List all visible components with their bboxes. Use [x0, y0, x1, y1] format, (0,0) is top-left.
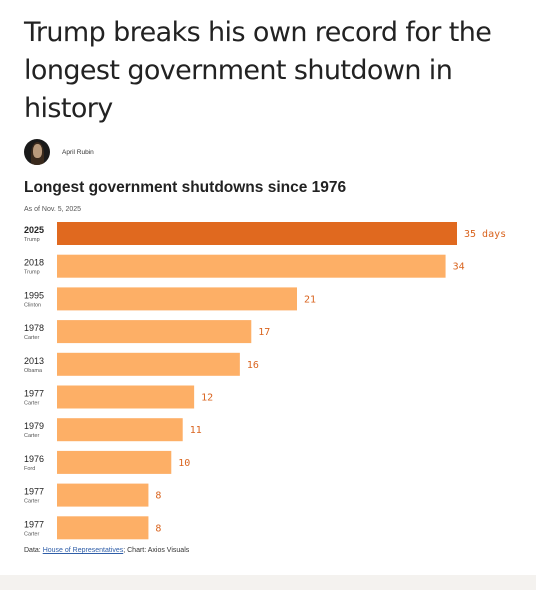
category-year-label: 2025 — [24, 225, 44, 235]
value-label: 35 days — [464, 229, 506, 240]
value-label: 8 — [155, 491, 161, 502]
value-label: 21 — [304, 294, 316, 305]
category-president-label: Clinton — [24, 302, 41, 308]
bar[interactable] — [57, 516, 149, 540]
footer-data-prefix: Data: — [24, 547, 43, 554]
bar[interactable] — [57, 222, 457, 245]
chart-title: Longest government shutdowns since 1976 — [24, 179, 347, 196]
bar[interactable] — [57, 385, 195, 409]
category-president-label: Carter — [24, 335, 39, 341]
chart-footer: Data: House of Representatives; Chart: A… — [24, 547, 189, 554]
byline: April Rubin — [24, 139, 94, 165]
bar[interactable] — [57, 483, 149, 507]
category-president-label: Carter — [24, 499, 39, 505]
bar[interactable] — [57, 418, 183, 442]
bar[interactable] — [57, 320, 252, 344]
article-card: Trump breaks his own record for the long… — [0, 0, 536, 575]
category-president-label: Carter — [24, 401, 39, 407]
category-president-label: Carter — [24, 531, 39, 537]
value-label: 17 — [258, 327, 270, 338]
value-label: 11 — [190, 425, 202, 436]
author-name[interactable]: April Rubin — [62, 148, 94, 156]
category-president-label: Trump — [24, 237, 40, 243]
bar[interactable] — [57, 450, 172, 474]
category-year-label: 1977 — [24, 389, 44, 399]
bar-chart: 2025 Trump 35 days 2018 Trump 34 1995 Clinton 21… — [24, 222, 506, 540]
source-link[interactable]: House of Representatives — [42, 547, 124, 554]
category-year-label: 1977 — [24, 487, 44, 497]
value-label: 16 — [247, 360, 259, 371]
category-president-label: Carter — [24, 433, 39, 439]
category-year-label: 1976 — [24, 454, 44, 464]
category-year-label: 2018 — [24, 258, 44, 268]
value-label: 8 — [155, 523, 161, 534]
category-year-label: 1978 — [24, 323, 44, 333]
category-year-label: 1995 — [24, 290, 44, 300]
category-year-label: 1979 — [24, 421, 44, 431]
avatar-face — [33, 144, 42, 158]
value-label: 12 — [201, 393, 213, 404]
value-label: 10 — [178, 458, 190, 469]
category-president-label: Obama — [24, 368, 43, 374]
category-year-label: 2013 — [24, 356, 44, 366]
category-year-label: 1977 — [24, 519, 44, 529]
headline: Trump breaks his own record for the long… — [24, 17, 492, 124]
category-president-label: Trump — [24, 270, 40, 276]
bar[interactable] — [57, 254, 446, 278]
value-label: 34 — [453, 262, 465, 273]
chart-subtitle: As of Nov. 5, 2025 — [24, 206, 82, 213]
footer-suffix: ; Chart: Axios Visuals — [123, 547, 190, 554]
bar[interactable] — [57, 352, 240, 376]
author-avatar[interactable] — [24, 139, 50, 165]
category-president-label: Ford — [24, 466, 35, 472]
bar[interactable] — [57, 287, 297, 311]
